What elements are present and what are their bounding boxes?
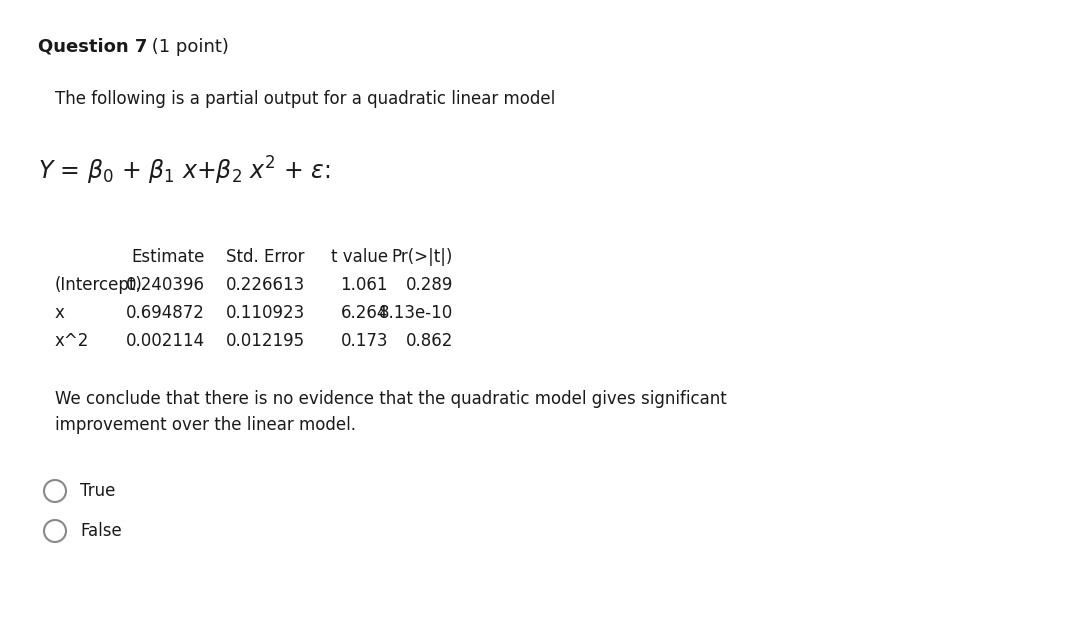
Text: Pr(>|t|): Pr(>|t|) [392,248,453,266]
Text: 0.240396: 0.240396 [126,276,205,294]
Text: 0.226613: 0.226613 [226,276,305,294]
Text: 0.002114: 0.002114 [126,332,205,350]
Text: 0.862: 0.862 [406,332,453,350]
Text: The following is a partial output for a quadratic linear model: The following is a partial output for a … [55,90,555,108]
Text: 0.173: 0.173 [340,332,388,350]
Text: x^2: x^2 [55,332,90,350]
Text: False: False [80,522,122,540]
Text: improvement over the linear model.: improvement over the linear model. [55,416,356,434]
Text: 1.061: 1.061 [340,276,388,294]
Text: We conclude that there is no evidence that the quadratic model gives significant: We conclude that there is no evidence th… [55,390,727,408]
Text: x: x [55,304,65,322]
Text: (1 point): (1 point) [146,38,229,56]
Text: 0.289: 0.289 [406,276,453,294]
Text: Question 7: Question 7 [38,38,147,56]
Text: Estimate: Estimate [132,248,205,266]
Text: True: True [80,482,116,500]
Text: $\mathit{Y}$ = $\beta_0$ + $\beta_1$ $\mathit{x}$+$\beta_2$ $\mathit{x}^2$ + $\v: $\mathit{Y}$ = $\beta_0$ + $\beta_1$ $\m… [38,155,330,187]
Text: 8.13e-10: 8.13e-10 [379,304,453,322]
Text: Std. Error: Std. Error [227,248,305,266]
Text: 0.110923: 0.110923 [226,304,305,322]
Text: 6.264: 6.264 [340,304,388,322]
Text: 0.012195: 0.012195 [226,332,305,350]
Text: 0.694872: 0.694872 [126,304,205,322]
Text: t value: t value [330,248,388,266]
Text: (Intercept): (Intercept) [55,276,143,294]
